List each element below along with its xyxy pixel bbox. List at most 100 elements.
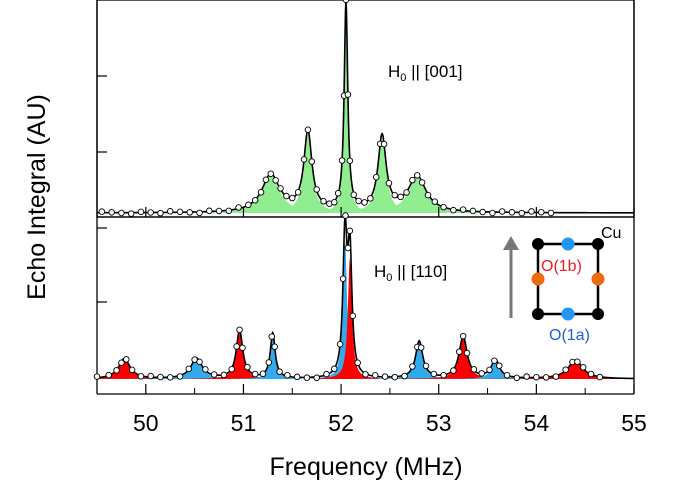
data-point (334, 189, 342, 197)
data-point (440, 203, 447, 211)
data-point (381, 373, 389, 380)
data-point (338, 157, 346, 164)
top-field-annotation: H0 || [001] (388, 62, 463, 84)
data-point (498, 208, 506, 215)
data-point (235, 204, 242, 211)
data-point (98, 208, 106, 215)
data-point (277, 185, 284, 192)
data-point (463, 349, 471, 357)
data-point (596, 373, 604, 381)
data-point (244, 363, 251, 371)
fit-line (96, 214, 634, 380)
data-point (108, 209, 115, 216)
data-point (228, 365, 235, 373)
cu-atom (532, 308, 544, 320)
data-point (339, 275, 347, 283)
data-point (562, 366, 569, 373)
data-point (257, 189, 265, 196)
x-ticks: 50 51 52 53 54 55 (96, 207, 647, 436)
data-point (105, 371, 112, 379)
data-point (424, 191, 432, 199)
data-point (215, 207, 223, 215)
x-tick-label: 52 (328, 410, 354, 436)
data-point (422, 362, 430, 370)
x-tick-label: 53 (426, 410, 452, 436)
data-point (265, 359, 273, 366)
data-point (137, 208, 145, 216)
data-point (303, 374, 311, 381)
x-axis-label: Frequency (MHz) (269, 453, 462, 481)
o1b-atom (531, 272, 545, 286)
data-point (385, 179, 393, 187)
data-point (344, 91, 352, 98)
data-point (323, 370, 330, 378)
peak-area (266, 177, 568, 213)
data-point (304, 126, 312, 133)
x-tick-label: 51 (231, 410, 257, 436)
data-point (259, 370, 267, 378)
peak-area (394, 337, 532, 379)
data-point (414, 172, 421, 179)
data-point (118, 359, 125, 366)
o1a-label: O(1a) (549, 327, 590, 344)
data-point (300, 156, 308, 163)
cu-label: Cu (601, 225, 621, 242)
top-panel-frame (96, 0, 635, 218)
data-point (196, 358, 203, 366)
data-point (355, 197, 362, 205)
data-point (409, 176, 416, 184)
data-point (523, 373, 530, 380)
unit-cell-outline (536, 242, 600, 316)
data-point (185, 365, 193, 373)
data-point (271, 343, 278, 350)
data-point (294, 189, 302, 196)
data-point (486, 366, 493, 374)
peak-area (239, 133, 377, 213)
data-point (518, 209, 525, 217)
data-point (320, 198, 327, 205)
data-point (547, 209, 555, 217)
data-point (542, 374, 550, 381)
fit-line (97, 0, 634, 214)
data-point (489, 209, 496, 217)
o1b-label: O(1b) (541, 258, 582, 275)
data-point (137, 373, 145, 380)
data-point (533, 373, 540, 381)
data-point (391, 373, 399, 381)
field-arrow-head (503, 236, 519, 250)
data-point (113, 367, 120, 374)
data-point (342, 0, 350, 4)
data-point (206, 207, 213, 215)
data-point (528, 208, 535, 215)
data-point (491, 357, 498, 364)
data-point (430, 370, 438, 378)
data-point (313, 186, 320, 193)
data-point (166, 374, 174, 381)
data-point (479, 208, 486, 216)
data-point (459, 206, 467, 213)
data-point (440, 372, 447, 379)
y-axis-label: Echo Integral (AU) (23, 94, 51, 300)
crystal-inset: Cu O(1b) O(1a) (503, 225, 621, 344)
data-point (418, 179, 426, 186)
data-point (236, 326, 243, 334)
data-point (344, 244, 352, 252)
peak-area (231, 334, 314, 379)
data-point (176, 208, 184, 216)
data-point (579, 364, 587, 371)
data-point (176, 373, 184, 380)
data-point (459, 332, 467, 340)
data-point (331, 365, 338, 373)
data-point (397, 193, 404, 201)
data-point (478, 370, 485, 377)
data-point (268, 333, 276, 340)
peak-area (313, 138, 451, 213)
data-point (186, 209, 193, 216)
data-point (574, 358, 581, 366)
data-point (147, 372, 154, 380)
peak-area (100, 358, 293, 379)
data-point (336, 340, 344, 348)
top-spectrum (97, 0, 634, 217)
data-point (552, 373, 560, 380)
